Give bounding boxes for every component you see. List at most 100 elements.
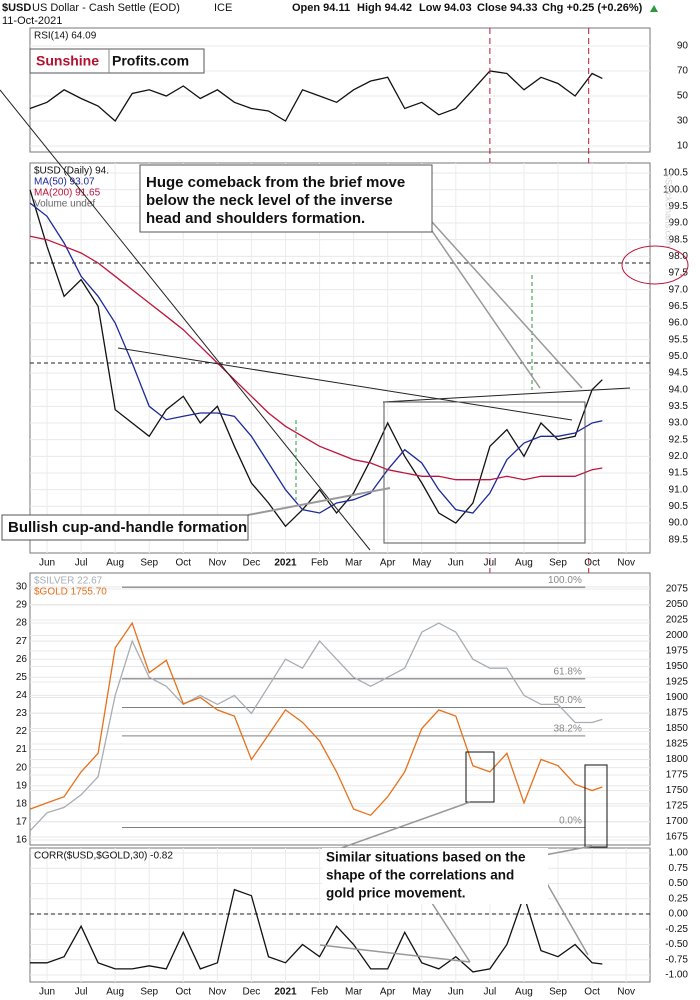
quote: High 94.42 <box>357 2 412 14</box>
x-tick-label: Oct <box>176 558 192 569</box>
y-tick-label: 50 <box>677 91 689 102</box>
y-tick-label: 28 <box>16 618 28 629</box>
y-tick-label: 1875 <box>666 708 689 719</box>
x-tick-label: Aug <box>106 987 124 998</box>
y-tick-label: 2000 <box>666 630 689 641</box>
brand: Sunshine <box>36 53 99 69</box>
instrument-name: US Dollar - Cash Settle (EOD) <box>32 2 180 14</box>
y-tick-label: 1725 <box>666 801 689 812</box>
y-tick-label: 70 <box>677 66 689 77</box>
overlay: $USD US Dollar - Cash Settle (EOD) ICE 1… <box>0 2 689 963</box>
x-tick-label: Nov <box>617 987 635 998</box>
legend-entry: Volume undef <box>34 199 95 210</box>
series-line <box>30 888 603 973</box>
y-tick-label: 1975 <box>666 646 689 657</box>
y-tick-label: 98.5 <box>669 234 689 245</box>
panel-frame <box>29 572 651 846</box>
x-tick-label: Oct <box>584 987 600 998</box>
y-tick-label: -1.00 <box>665 970 688 981</box>
series-line <box>29 235 603 481</box>
x-tick-label: May <box>412 987 431 998</box>
x-tick-label: Sep <box>140 558 158 569</box>
y-tick-label: 96.0 <box>669 318 689 329</box>
highlight-box <box>465 751 495 803</box>
y-tick-label: 89.5 <box>669 534 689 545</box>
y-tick-label: 2025 <box>666 615 689 626</box>
y-tick-label: 22 <box>16 726 28 737</box>
y-tick-label: 17 <box>16 817 28 828</box>
y-tick-label: 1800 <box>666 754 689 765</box>
y-tick-label: 26 <box>16 654 28 665</box>
y-tick-label: 90.0 <box>669 518 689 529</box>
y-tick-label: 23 <box>16 708 28 719</box>
trend-line <box>117 347 573 421</box>
annotation-box <box>1 514 249 541</box>
annotation-box <box>139 164 433 233</box>
x-tick-label: Dec <box>243 558 261 569</box>
y-tick-label: 93.5 <box>669 401 689 412</box>
x-tick-label: Aug <box>106 558 124 569</box>
quote: Low 94.03 <box>419 2 472 14</box>
y-tick-label: 29 <box>16 600 28 611</box>
x-tick-label: Jun <box>448 558 464 569</box>
y-tick-label: 20 <box>16 762 28 773</box>
y-tick-label: 19 <box>16 780 28 791</box>
y-tick-label: 100.0 <box>663 184 688 195</box>
x-tick-label: Oct <box>584 558 600 569</box>
annotation-bg <box>322 848 548 904</box>
y-tick-label: 91.0 <box>669 484 689 495</box>
y-tick-label: 99.5 <box>669 201 689 212</box>
y-tick-label: 95.5 <box>669 334 689 345</box>
annotation: Huge comeback from the brief move <box>146 174 405 191</box>
y-tick-label: 90 <box>677 41 689 52</box>
y-tick-label: 1.00 <box>669 848 689 859</box>
y-tick-label: 30 <box>677 116 689 127</box>
highlight <box>621 245 689 285</box>
y-tick-label: 92.5 <box>669 434 689 445</box>
y-tick-label: 24 <box>16 690 28 701</box>
series-line <box>29 189 603 528</box>
neckline <box>382 387 631 403</box>
callout <box>319 801 593 963</box>
x-tick-label: Aug <box>515 558 533 569</box>
annotation: gold price movement. <box>326 886 466 901</box>
annotation: Similar situations based on the <box>326 850 526 865</box>
series-line <box>29 621 603 817</box>
fib-label: 0.0% <box>559 815 582 826</box>
callout <box>429 221 583 389</box>
legend-entry: $USD (Daily) 94. <box>34 166 109 177</box>
x-tick-label: 2021 <box>274 987 297 998</box>
y-tick-label: 91.5 <box>669 468 689 479</box>
y-tick-label: 1675 <box>666 832 689 843</box>
date: 11-Oct-2021 <box>2 15 62 27</box>
y-tick-label: 100.5 <box>663 168 688 179</box>
y-tick-label: 98.0 <box>669 251 689 262</box>
y-tick-label: 1950 <box>666 661 689 672</box>
y-tick-label: 95.0 <box>669 351 689 362</box>
x-tick-label: Mar <box>345 987 363 998</box>
y-tick-label: -0.75 <box>665 954 688 965</box>
x-tick-label: Nov <box>208 987 226 998</box>
quote: Close 94.33 <box>477 2 538 14</box>
y-tick-label: 1925 <box>666 677 689 688</box>
pattern-box <box>383 401 586 544</box>
legend-entry: RSI(14) 64.09 <box>34 31 97 42</box>
x-tick-label: Sep <box>140 987 158 998</box>
x-tick-label: Jul <box>75 558 88 569</box>
y-tick-label: 93.0 <box>669 418 689 429</box>
y-tick-label: 94.5 <box>669 368 689 379</box>
y-tick-label: 1825 <box>666 739 689 750</box>
annotation: shape of the correlations and <box>326 868 514 883</box>
x-tick-label: Jul <box>483 558 496 569</box>
x-tick-label: Sep <box>549 558 567 569</box>
y-tick-label: 1775 <box>666 770 689 781</box>
annotation: Bullish cup-and-handle formation <box>8 519 247 536</box>
highlight-box <box>584 764 608 848</box>
y-tick-label: 94.0 <box>669 384 689 395</box>
trend-line <box>0 89 371 551</box>
legend-entry: MA(200) 91.65 <box>34 188 101 199</box>
x-tick-label: Aug <box>515 987 533 998</box>
quote: Chg +0.25 (+0.26%) <box>542 2 643 14</box>
x-tick-label: Jun <box>448 987 464 998</box>
y-tick-label: 2075 <box>666 584 689 595</box>
